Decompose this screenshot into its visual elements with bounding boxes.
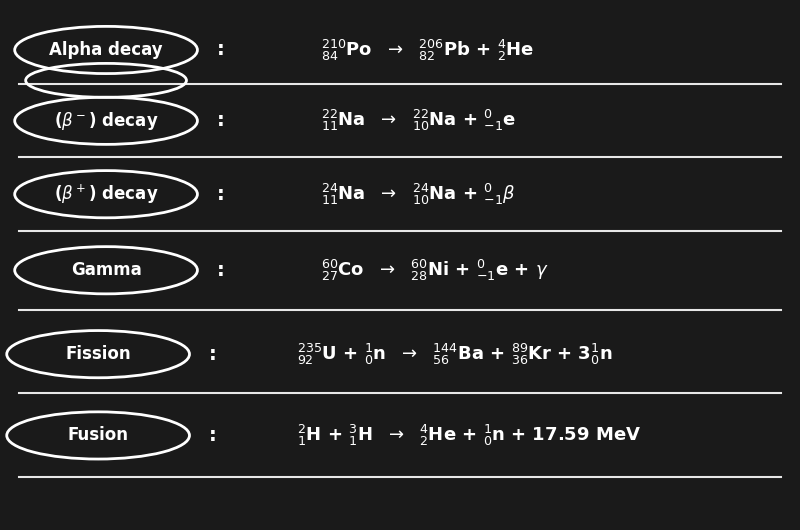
- Text: ($\beta^+$) decay: ($\beta^+$) decay: [54, 182, 158, 206]
- Text: $^{235}_{92}$U + $^{1}_{0}$n  $\rightarrow$  $^{144}_{56}$Ba + $^{89}_{36}$Kr + : $^{235}_{92}$U + $^{1}_{0}$n $\rightarro…: [297, 342, 612, 367]
- Text: Gamma: Gamma: [70, 261, 142, 279]
- Text: Alpha decay: Alpha decay: [50, 41, 163, 59]
- Text: :: :: [218, 111, 225, 130]
- Text: :: :: [210, 426, 217, 445]
- Text: :: :: [218, 261, 225, 280]
- Text: $^{2}_{1}$H + $^{3}_{1}$H  $\rightarrow$  $^{4}_{2}$He + $^{1}_{0}$n + 17.59 MeV: $^{2}_{1}$H + $^{3}_{1}$H $\rightarrow$ …: [297, 423, 641, 448]
- Text: ($\beta^-$) decay: ($\beta^-$) decay: [54, 110, 158, 132]
- Text: :: :: [218, 40, 225, 59]
- Text: Fission: Fission: [66, 345, 131, 363]
- Text: :: :: [218, 184, 225, 204]
- Text: $^{60}_{27}$Co  $\rightarrow$  $^{60}_{28}$Ni + $^{0}_{-1}$e + $\gamma$: $^{60}_{27}$Co $\rightarrow$ $^{60}_{28}…: [321, 258, 548, 283]
- Text: $^{24}_{11}$Na  $\rightarrow$  $^{24}_{10}$Na + $^{0}_{-1}\beta$: $^{24}_{11}$Na $\rightarrow$ $^{24}_{10}…: [321, 182, 515, 207]
- Text: :: :: [210, 344, 217, 364]
- Text: $^{22}_{11}$Na  $\rightarrow$  $^{22}_{10}$Na + $^{0}_{-1}$e: $^{22}_{11}$Na $\rightarrow$ $^{22}_{10}…: [321, 108, 516, 134]
- Text: Fusion: Fusion: [68, 427, 129, 445]
- Text: $^{210}_{84}$Po  $\rightarrow$  $^{206}_{82}$Pb + $^{4}_{2}$He: $^{210}_{84}$Po $\rightarrow$ $^{206}_{8…: [321, 38, 534, 63]
